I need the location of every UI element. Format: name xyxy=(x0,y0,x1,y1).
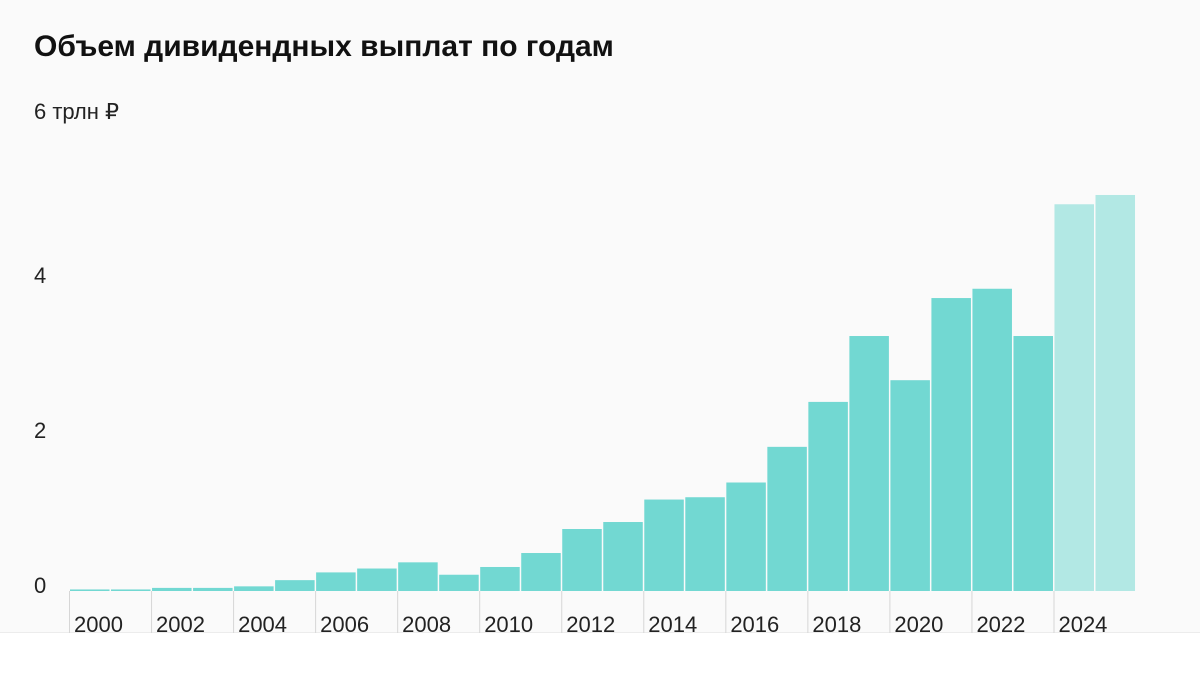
bars-layer xyxy=(70,194,1136,592)
bar-2018 xyxy=(808,401,848,591)
bar-2005 xyxy=(275,580,315,591)
bar-2001 xyxy=(111,589,151,591)
x-tick-label-2008: 2008 xyxy=(402,612,451,637)
x-tick-label-2022: 2022 xyxy=(976,612,1025,637)
bar-2016 xyxy=(726,482,766,591)
bar-2010 xyxy=(480,566,520,591)
x-tick-label-2024: 2024 xyxy=(1058,612,1107,637)
x-tick-label-2012: 2012 xyxy=(566,612,615,637)
bar-2025 xyxy=(1095,194,1136,591)
bar-2014 xyxy=(644,499,684,591)
bar-2024 xyxy=(1054,204,1094,591)
y-tick-label-0: 0 xyxy=(34,573,46,598)
x-tick-label-2018: 2018 xyxy=(812,612,861,637)
x-tick-label-2004: 2004 xyxy=(238,612,287,637)
y-tick-label-2: 2 xyxy=(34,418,46,443)
x-tick-label-2006: 2006 xyxy=(320,612,369,637)
bar-2021 xyxy=(931,298,971,591)
y-axis-unit-label: 6 трлн ₽ xyxy=(34,99,119,124)
y-tick-label-4: 4 xyxy=(34,263,46,288)
x-ticks-layer xyxy=(69,591,1055,633)
bar-2009 xyxy=(439,574,479,591)
bar-2008 xyxy=(398,562,438,592)
bar-2023 xyxy=(1013,336,1053,591)
x-tick-label-2002: 2002 xyxy=(156,612,205,637)
x-tick-label-2020: 2020 xyxy=(894,612,943,637)
bar-2003 xyxy=(193,587,233,591)
bar-2017 xyxy=(767,446,807,591)
bar-2020 xyxy=(890,380,930,591)
bar-2012 xyxy=(562,529,602,591)
bar-2007 xyxy=(357,568,397,591)
x-tick-label-2000: 2000 xyxy=(74,612,123,637)
x-tick-label-2014: 2014 xyxy=(648,612,697,637)
x-tick-label-2010: 2010 xyxy=(484,612,533,637)
bar-2004 xyxy=(234,586,274,591)
bar-2019 xyxy=(849,336,889,591)
bar-2013 xyxy=(603,522,643,591)
bar-2015 xyxy=(685,497,725,591)
chart-title: Объем дивидендных выплат по годам xyxy=(34,30,614,63)
bar-2000 xyxy=(70,589,110,591)
bar-2011 xyxy=(521,553,561,591)
bar-2002 xyxy=(152,587,192,591)
bar-2006 xyxy=(316,572,356,591)
x-labels-layer: 2000 2002 2004 2006 2008 2010 2012 2014 2016 2018… xyxy=(74,612,1107,637)
bar-2022 xyxy=(972,288,1012,591)
x-tick-label-2016: 2016 xyxy=(730,612,779,637)
y-labels-layer: 6 трлн ₽ 0 2 4 xyxy=(34,99,119,598)
